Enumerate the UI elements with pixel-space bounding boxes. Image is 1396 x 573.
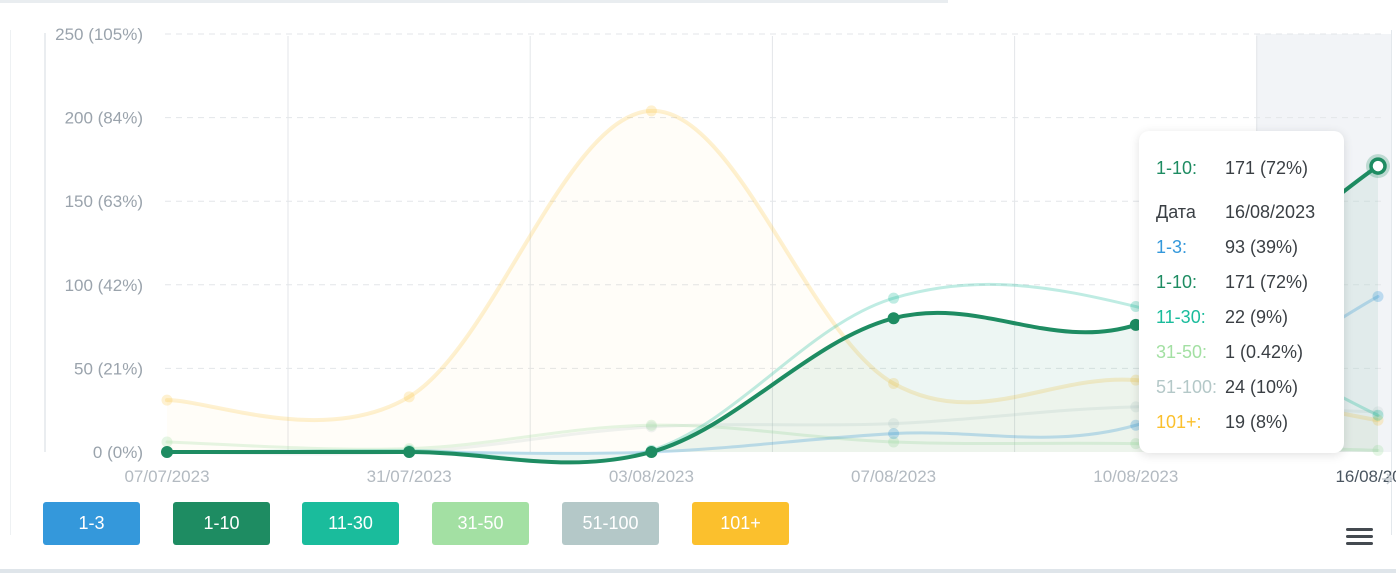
- y-tick-label: 250 (105%): [55, 25, 143, 44]
- data-point-51-100: [645, 421, 657, 433]
- tooltip-row: 31-50: 1 (0.42%): [1156, 342, 1303, 363]
- chart-tooltip: 1-10: 171 (72%) Дата 16/08/2023 1-3: 93 (39…: [1139, 131, 1344, 453]
- data-point-1-10: [403, 446, 416, 458]
- x-tick-label: 07/08/2023: [851, 467, 936, 486]
- x-tick-label: 31/07/2023: [367, 467, 452, 486]
- y-tick-label: 200 (84%): [65, 109, 143, 128]
- data-point-51-100: [888, 418, 900, 430]
- data-point-1-10: [645, 446, 658, 458]
- legend-button-51-100[interactable]: 51-100: [562, 502, 659, 545]
- data-point-1-10: [1369, 157, 1387, 175]
- data-point-1-3: [1372, 291, 1384, 303]
- data-point-1-10: [887, 312, 900, 325]
- tooltip-header-label: 1-10:: [1156, 158, 1198, 178]
- tooltip-row-value: 19 (8%): [1225, 412, 1289, 432]
- data-point-1-10: [1129, 318, 1142, 331]
- y-tick-label: 100 (42%): [65, 276, 143, 295]
- data-point-11-30: [1130, 301, 1142, 313]
- tooltip-row-value: 171 (72%): [1225, 272, 1309, 292]
- data-point-31-50: [645, 419, 657, 431]
- tooltip-row: 1-3: 93 (39%): [1156, 237, 1298, 258]
- tooltip-date-value: 16/08/2023: [1225, 202, 1316, 222]
- y-tick-label: 150 (63%): [65, 192, 143, 211]
- tooltip-row-label: 31-50:: [1156, 342, 1208, 362]
- right-border: [1391, 30, 1392, 535]
- data-point-31-50: [1130, 438, 1142, 450]
- tooltip-row-label: 1-3:: [1156, 237, 1188, 257]
- top-divider: [0, 0, 948, 3]
- tooltip-row-label: 101+:: [1156, 412, 1202, 432]
- data-point-31-50: [888, 436, 900, 448]
- data-point-1-3: [888, 428, 900, 440]
- tooltip-header-row: 1-10: 171 (72%): [1156, 158, 1308, 179]
- tooltip-row: 51-100: 24 (10%): [1156, 377, 1298, 398]
- legend-button-31-50[interactable]: 31-50: [432, 502, 529, 545]
- tooltip-row-value: 93 (39%): [1225, 237, 1299, 257]
- axis-layer: 0 (0%) 50 (21%) 100 (42%) 150 (63%) 200 (84%…: [55, 25, 1396, 486]
- data-point-101-plus: [403, 391, 415, 403]
- bottom-divider: [0, 569, 1396, 573]
- tooltip-row: 101+: 19 (8%): [1156, 412, 1288, 433]
- hamburger-menu-button[interactable]: [1345, 527, 1375, 549]
- data-point-101-plus: [1130, 374, 1142, 386]
- tooltip-date-row: Дата 16/08/2023: [1156, 202, 1315, 223]
- axis-arrow-icon: [1382, 473, 1394, 485]
- tooltip-row-label: 1-10:: [1156, 272, 1198, 292]
- data-point-101-plus: [888, 377, 900, 389]
- tooltip-header-value: 171 (72%): [1225, 158, 1309, 178]
- hamburger-menu-icon: [1346, 541, 1373, 545]
- tooltip-row: 1-10: 171 (72%): [1156, 272, 1308, 293]
- x-tick-label: 03/08/2023: [609, 467, 694, 486]
- x-tick-label: 07/07/2023: [124, 467, 209, 486]
- x-tick-label: 16/08/2023: [1335, 467, 1396, 486]
- data-point-1-10: [161, 446, 173, 458]
- data-point-31-50: [161, 436, 173, 448]
- tooltip-row: 11-30: 22 (9%): [1156, 307, 1288, 328]
- data-point-101-plus: [645, 105, 657, 117]
- x-tick-label: 10/08/2023: [1093, 467, 1178, 486]
- data-point-11-30: [1372, 409, 1384, 421]
- legend-button-1-3[interactable]: 1-3: [43, 502, 140, 545]
- data-point-101-plus: [1372, 414, 1384, 426]
- legend-button-11-30[interactable]: 11-30: [302, 502, 399, 545]
- data-point-51-100: [1372, 406, 1384, 418]
- tooltip-row-label: 11-30:: [1156, 307, 1206, 327]
- tooltip-row-value: 24 (10%): [1225, 377, 1299, 397]
- hamburger-menu-icon: [1346, 527, 1373, 531]
- tooltip-date-label: Дата: [1156, 202, 1196, 222]
- y-tick-label: 0 (0%): [93, 443, 143, 462]
- data-point-51-100: [1130, 401, 1142, 413]
- tooltip-row-value: 1 (0.42%): [1225, 342, 1304, 362]
- data-point-31-50: [1372, 444, 1384, 456]
- data-point-101-plus: [161, 394, 173, 406]
- y-tick-label: 50 (21%): [74, 359, 143, 378]
- hamburger-menu-icon: [1346, 534, 1373, 538]
- tooltip-row-value: 22 (9%): [1225, 307, 1289, 327]
- data-point-1-3: [1130, 419, 1142, 431]
- data-point-11-30: [888, 292, 900, 304]
- tooltip-row-label: 51-100:: [1156, 377, 1218, 397]
- series-area-1-10: [167, 166, 1378, 463]
- legend-button-1-10[interactable]: 1-10: [173, 502, 270, 545]
- legend-button-101-plus[interactable]: 101+: [692, 502, 789, 545]
- left-border: [10, 30, 11, 535]
- series-line-101-plus: [165, 108, 1380, 423]
